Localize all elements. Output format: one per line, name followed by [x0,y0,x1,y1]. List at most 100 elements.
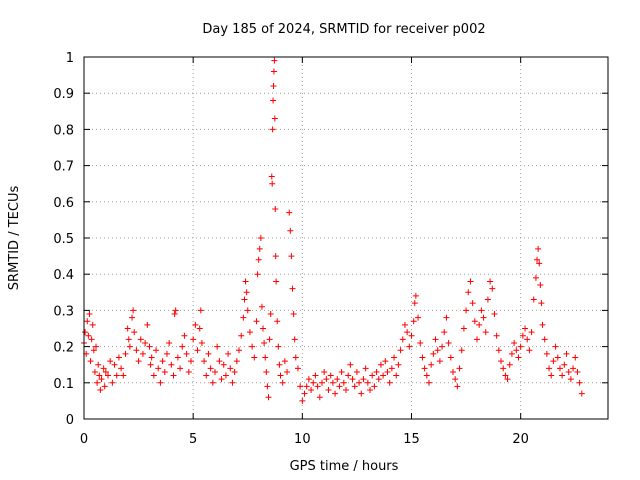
data-point [91,368,98,375]
data-point [251,354,258,361]
data-point [270,97,277,104]
data-point [567,376,574,383]
data-point [340,379,347,386]
data-point [401,321,408,328]
data-point [260,325,267,332]
data-point [153,347,160,354]
y-axis-label: SRMTID / TECUs [7,186,22,291]
data-point [343,387,349,394]
data-point [332,390,339,397]
data-point [82,329,89,336]
x-axis-label: GPS time / hours [290,459,399,474]
data-point [338,368,345,375]
data-point [550,358,557,365]
data-point [231,368,238,375]
data-point [86,311,93,318]
data-point [474,336,480,343]
data-point [281,358,288,365]
data-point [161,368,168,375]
data-point [334,376,341,383]
data-points [81,57,585,404]
data-point [522,325,529,332]
data-point [264,383,271,390]
data-point [314,383,321,390]
data-point [411,300,418,307]
data-point [561,361,568,368]
y-tick-label: 0.6 [53,196,74,211]
data-point [458,347,465,354]
data-point [258,303,265,310]
data-point [172,307,179,314]
data-point [556,365,563,372]
data-point [271,115,278,122]
data-point [194,347,201,354]
data-point [530,296,537,303]
data-point [97,387,104,394]
data-point [430,350,437,357]
data-point [124,325,131,332]
data-point [425,379,432,386]
data-point [185,368,192,375]
data-point [294,365,301,372]
data-point [288,253,295,260]
y-tick-label: 0.1 [53,377,74,392]
data-point [476,321,483,328]
data-point [310,379,317,386]
data-point [240,314,247,321]
data-point [163,350,170,357]
data-point [90,347,97,354]
data-point [552,343,559,350]
data-point [327,372,334,379]
data-point [506,361,513,368]
y-tick-label: 0.4 [53,268,74,283]
data-point [148,354,155,361]
data-point [205,350,212,357]
data-point [220,361,227,368]
data-point [484,296,491,303]
data-point [270,82,277,89]
data-point [452,376,459,383]
data-point [89,321,96,328]
data-point [290,311,297,318]
data-point [541,336,548,343]
data-point [423,372,430,379]
data-point [570,365,577,372]
data-point [96,372,103,379]
data-point [377,361,384,368]
data-point [318,379,325,386]
data-point [434,347,441,354]
data-point [129,314,136,321]
x-tick-label: 15 [403,432,420,447]
data-point [225,350,232,357]
data-point [301,390,308,397]
data-point [312,372,319,379]
data-point [539,321,546,328]
data-point [445,339,452,346]
data-point [364,379,371,386]
data-point [351,383,358,390]
data-point [362,365,369,372]
data-point [155,365,162,372]
data-point [417,339,424,346]
data-point [397,347,404,354]
data-point [257,235,264,241]
data-point [536,260,543,267]
data-point [209,379,216,386]
data-point [198,339,205,346]
data-point [482,329,489,336]
data-point [292,354,299,361]
data-point [214,343,221,350]
data-point [270,68,277,75]
data-point [279,379,286,386]
data-point [243,289,250,296]
data-point [133,347,140,354]
data-point [105,372,112,379]
data-point [532,274,539,281]
data-point [421,365,428,372]
data-point [203,372,210,379]
data-point [384,368,391,375]
data-point [120,372,127,379]
data-point [456,365,463,372]
data-point [177,365,184,372]
